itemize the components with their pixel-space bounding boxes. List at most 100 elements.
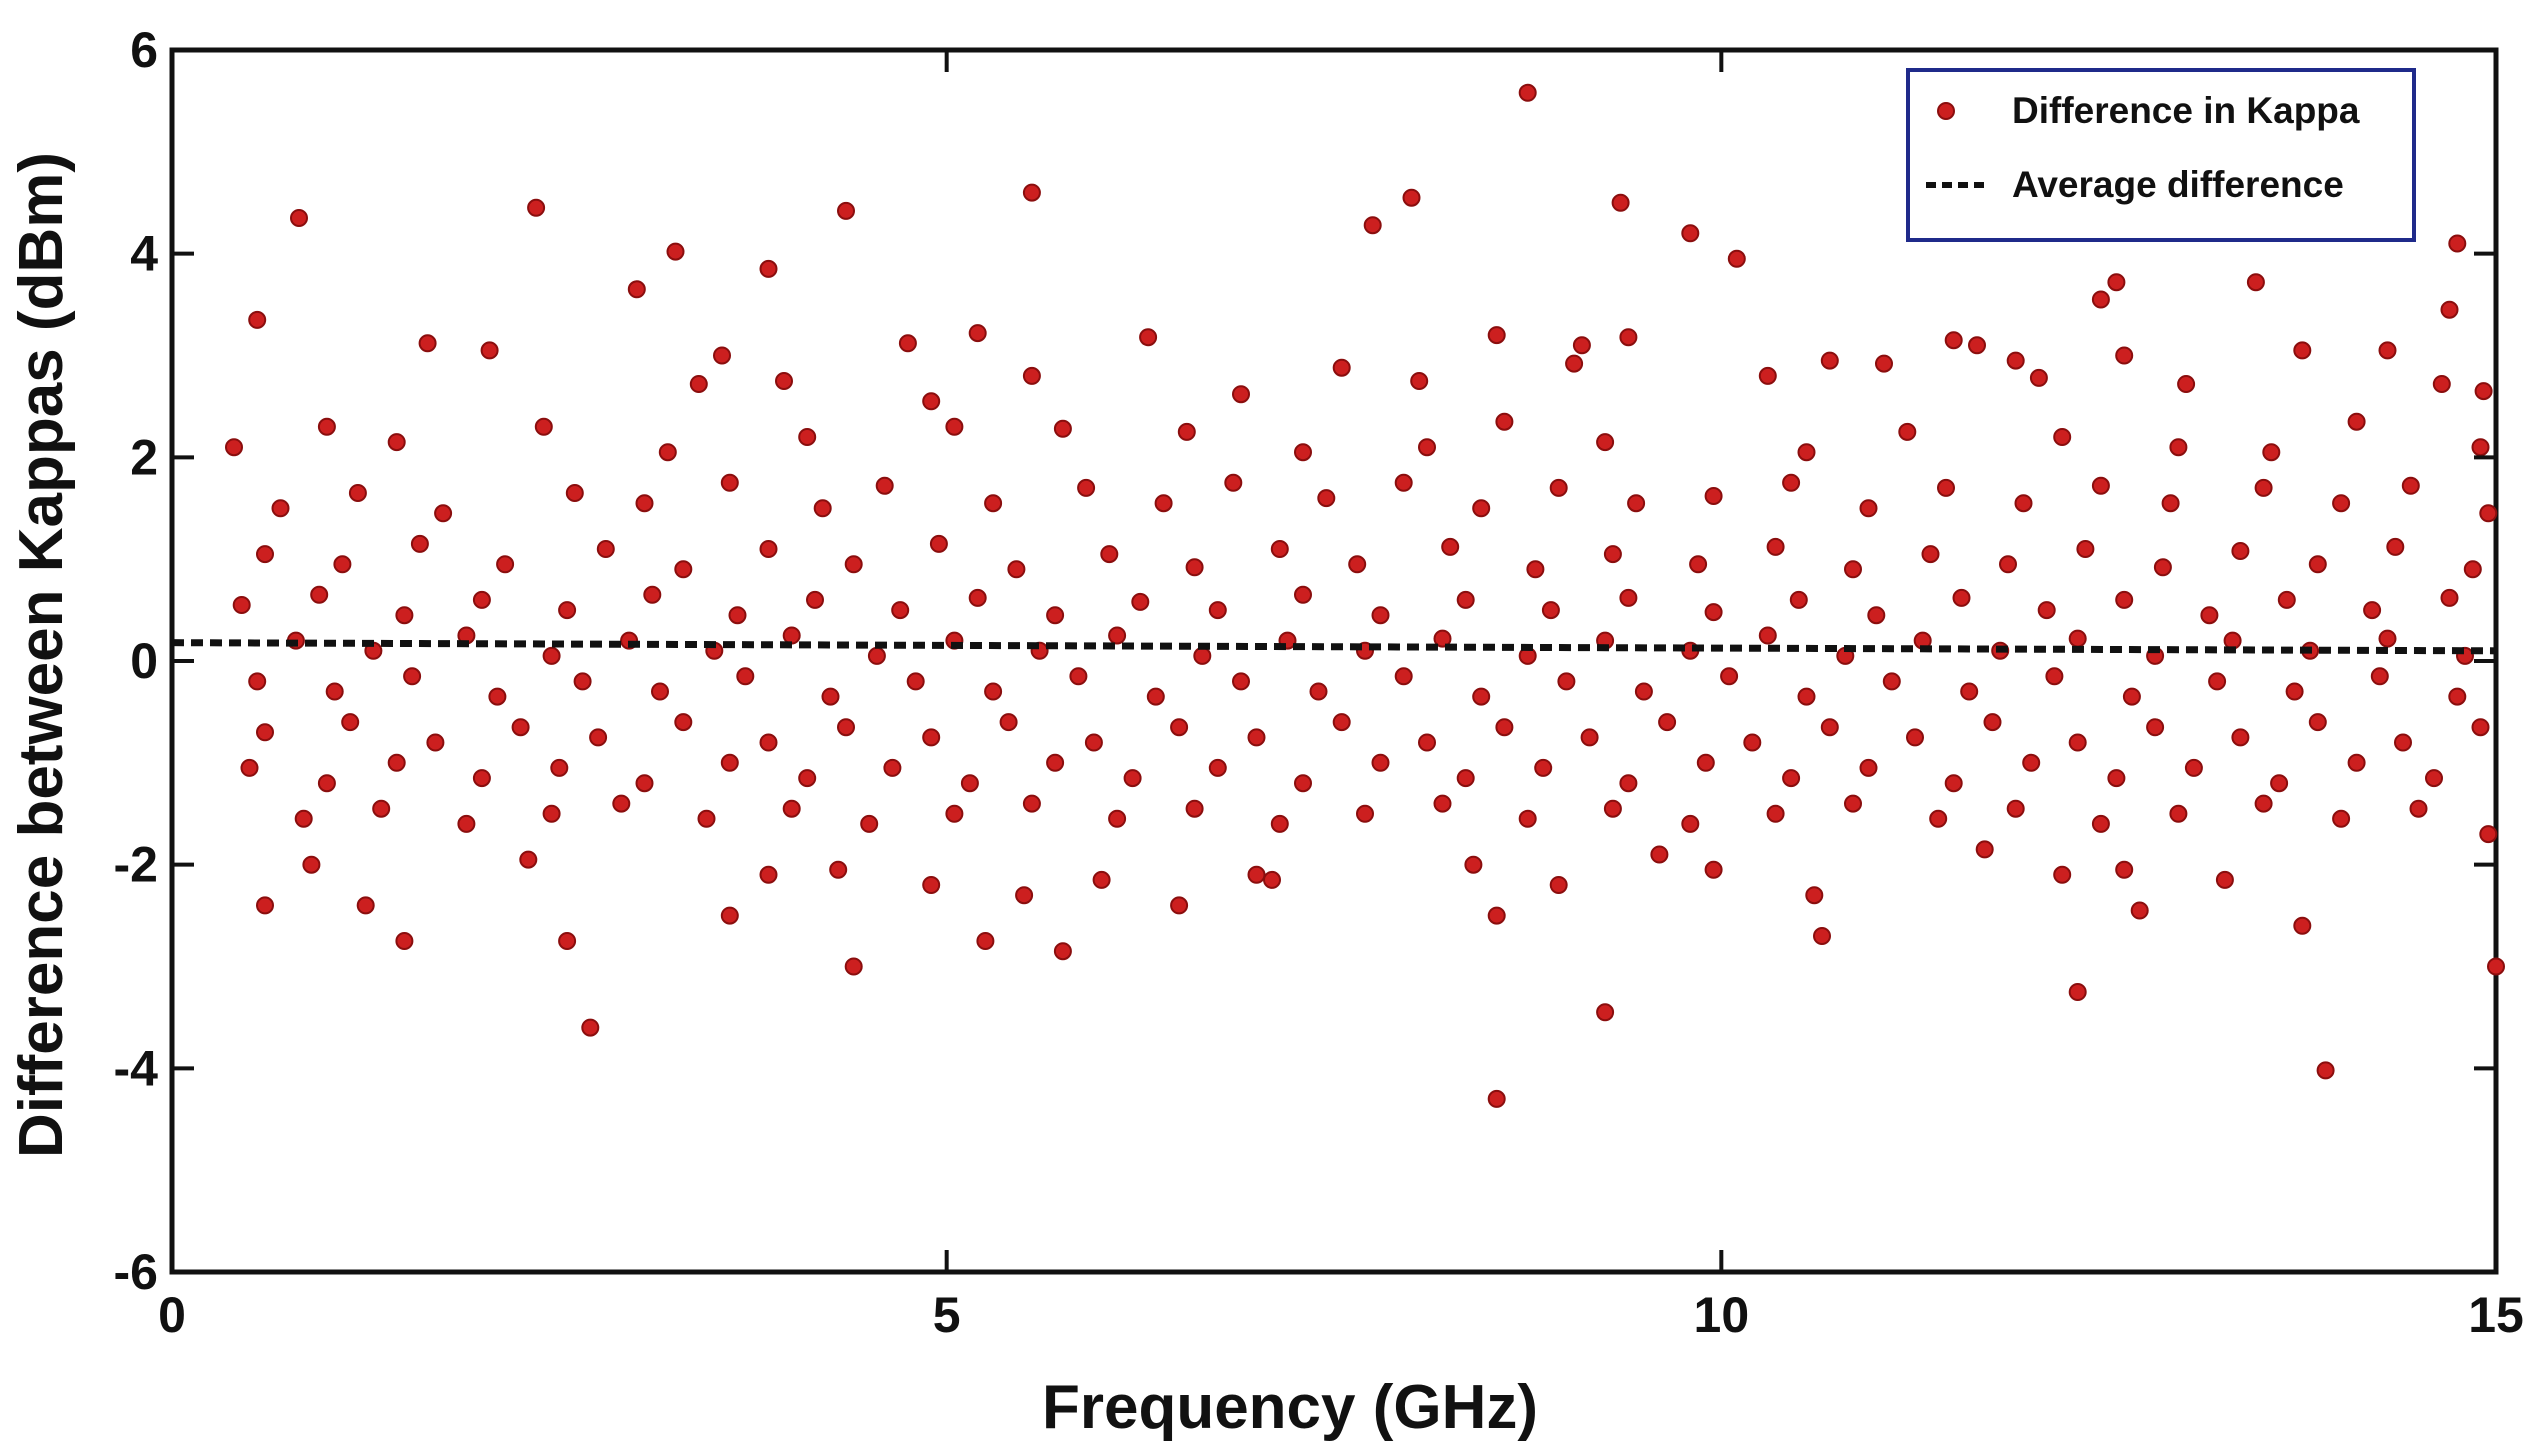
data-point <box>798 428 817 446</box>
data-point <box>2177 375 2196 393</box>
data-point <box>1557 672 1576 691</box>
data-point <box>2122 687 2141 706</box>
data-point <box>1727 249 1746 268</box>
data-point <box>1464 855 1483 874</box>
data-point <box>2107 273 2126 292</box>
data-point <box>240 758 259 777</box>
data-point <box>1541 601 1560 620</box>
data-point <box>2308 555 2327 574</box>
data-point <box>2115 346 2134 365</box>
data-point <box>2068 983 2087 1001</box>
data-point <box>2006 351 2025 370</box>
data-point <box>225 438 243 457</box>
data-point <box>1394 473 1413 492</box>
data-point <box>2440 588 2459 607</box>
data-point <box>906 672 925 691</box>
data-point <box>635 774 654 793</box>
data-point <box>558 601 577 620</box>
data-point <box>798 769 817 788</box>
data-point <box>1193 646 1212 665</box>
data-point <box>635 494 654 513</box>
data-point <box>2479 825 2498 844</box>
legend-label-points: Difference in Kappa <box>2012 90 2360 131</box>
data-point <box>256 545 274 564</box>
data-point <box>395 932 414 950</box>
data-point <box>248 672 267 691</box>
data-point <box>2208 672 2227 691</box>
data-point <box>1844 794 1862 813</box>
data-point <box>434 504 453 523</box>
data-point <box>1177 422 1196 441</box>
data-point <box>1898 422 1917 441</box>
data-point <box>1108 626 1127 645</box>
data-point <box>589 728 608 747</box>
data-point <box>782 799 801 818</box>
data-point <box>1603 799 1622 818</box>
data-point <box>1929 809 1948 828</box>
data-point <box>1766 537 1785 556</box>
data-point <box>2006 799 2025 818</box>
data-point <box>256 723 274 742</box>
data-point <box>2471 438 2490 457</box>
data-point <box>2091 290 2110 309</box>
data-point <box>2316 1061 2335 1080</box>
data-point <box>968 588 987 607</box>
legend: Difference in Kappa Average difference <box>1906 68 2416 242</box>
data-point <box>2053 428 2072 446</box>
legend-label-average: Average difference <box>2012 164 2344 205</box>
data-point <box>1619 588 1638 607</box>
data-point <box>1263 870 1281 889</box>
data-point <box>2293 916 2312 935</box>
data-point <box>1580 728 1599 747</box>
data-point <box>1820 718 1839 737</box>
data-point <box>1844 560 1862 579</box>
data-point <box>1999 555 2017 574</box>
data-point <box>2277 590 2296 609</box>
data-point <box>1294 585 1312 604</box>
data-point <box>1572 336 1591 355</box>
x-tick-label: 0 <box>158 1287 186 1343</box>
data-point <box>1650 845 1669 864</box>
data-point <box>2440 300 2459 319</box>
data-point <box>596 540 615 558</box>
data-point <box>1433 629 1452 648</box>
data-point <box>2386 537 2405 556</box>
data-point <box>565 484 584 502</box>
data-point <box>922 728 941 747</box>
data-point <box>2394 733 2412 752</box>
data-point <box>1332 713 1351 732</box>
data-point <box>736 667 755 686</box>
data-points <box>225 83 2505 1108</box>
data-point <box>1007 560 1026 579</box>
data-point <box>387 433 406 452</box>
data-point <box>1797 687 1816 706</box>
data-point <box>2068 629 2087 648</box>
data-point <box>651 682 669 701</box>
data-point <box>2347 753 2366 772</box>
data-point <box>1627 494 1646 513</box>
data-point <box>875 476 894 495</box>
data-point <box>1921 545 1940 564</box>
data-point <box>2487 957 2505 976</box>
data-point <box>759 865 778 884</box>
data-point <box>410 534 429 553</box>
data-point <box>573 672 592 691</box>
data-point <box>2378 341 2397 360</box>
data-point <box>2153 558 2172 577</box>
data-point <box>317 774 336 793</box>
data-point <box>2053 865 2072 884</box>
data-point <box>1704 860 1723 879</box>
data-point <box>271 499 290 518</box>
data-point <box>1859 758 1878 777</box>
data-point <box>511 718 530 737</box>
data-point <box>968 324 987 343</box>
data-point <box>2479 504 2498 523</box>
data-point <box>1968 336 1986 355</box>
data-point <box>1681 224 1700 243</box>
data-point <box>1247 728 1266 747</box>
data-point <box>1356 804 1374 823</box>
data-point <box>1053 942 1072 961</box>
data-point <box>1402 188 1421 207</box>
data-point <box>1154 494 1173 513</box>
data-point <box>356 896 375 915</box>
